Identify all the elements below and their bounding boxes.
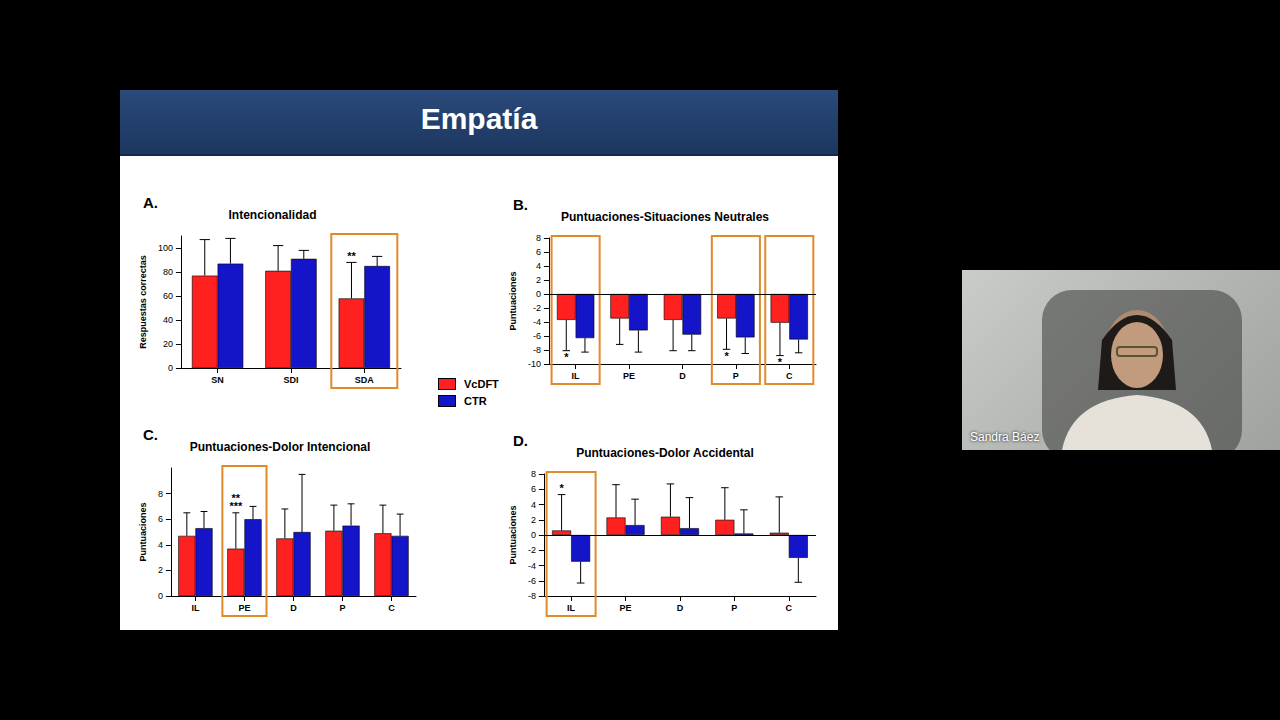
svg-text:-4: -4 xyxy=(533,317,541,327)
svg-text:D: D xyxy=(290,603,297,613)
svg-text:8: 8 xyxy=(158,489,163,499)
svg-text:D: D xyxy=(679,371,686,381)
svg-text:2: 2 xyxy=(531,515,536,525)
svg-text:100: 100 xyxy=(158,243,173,253)
svg-text:6: 6 xyxy=(531,484,536,494)
svg-text:-2: -2 xyxy=(528,545,536,555)
svg-text:P: P xyxy=(731,603,737,613)
svg-text:C: C xyxy=(388,603,395,613)
svg-text:60: 60 xyxy=(163,291,173,301)
svg-text:80: 80 xyxy=(163,267,173,277)
svg-text:Puntuaciones: Puntuaciones xyxy=(508,505,518,564)
svg-text:0: 0 xyxy=(536,289,541,299)
html-text:Empatía: Empatía xyxy=(420,102,538,135)
svg-text:4: 4 xyxy=(536,261,541,271)
html-text:Sandra Báez: Sandra Báez xyxy=(970,430,1040,444)
svg-text:8: 8 xyxy=(531,469,536,479)
svg-text:6: 6 xyxy=(158,514,163,524)
svg-text:6: 6 xyxy=(536,247,541,257)
svg-text:-6: -6 xyxy=(533,331,541,341)
svg-text:Intencionalidad: Intencionalidad xyxy=(228,208,316,222)
svg-text:SDA: SDA xyxy=(355,375,375,385)
svg-text:-6: -6 xyxy=(528,576,536,586)
svg-text:*: * xyxy=(724,350,729,362)
svg-text:Puntuaciones: Puntuaciones xyxy=(508,271,518,330)
svg-text:PE: PE xyxy=(623,371,635,381)
svg-text:D: D xyxy=(677,603,684,613)
svg-text:8: 8 xyxy=(536,233,541,243)
svg-text:0: 0 xyxy=(168,363,173,373)
svg-text:B.: B. xyxy=(513,196,528,213)
svg-text:C: C xyxy=(786,603,793,613)
svg-text:P: P xyxy=(339,603,345,613)
svg-text:20: 20 xyxy=(163,339,173,349)
svg-text:-10: -10 xyxy=(528,359,541,369)
svg-text:P: P xyxy=(733,371,739,381)
svg-text:SDI: SDI xyxy=(283,375,298,385)
svg-text:SN: SN xyxy=(211,375,224,385)
html-text:CTR: CTR xyxy=(464,394,487,407)
svg-text:C: C xyxy=(786,371,793,381)
svg-text:Puntuaciones: Puntuaciones xyxy=(138,502,148,561)
svg-text:Puntuaciones-Dolor Accidental: Puntuaciones-Dolor Accidental xyxy=(576,446,754,460)
svg-text:**: ** xyxy=(347,250,356,262)
html-text:VcDFT: VcDFT xyxy=(464,377,499,390)
svg-text:-4: -4 xyxy=(528,561,536,571)
svg-text:-8: -8 xyxy=(528,591,536,601)
svg-text:A.: A. xyxy=(143,194,158,211)
svg-text:IL: IL xyxy=(567,603,576,613)
svg-text:-2: -2 xyxy=(533,303,541,313)
svg-text:Puntuaciones-Situaciones Neutr: Puntuaciones-Situaciones Neutrales xyxy=(561,210,769,224)
svg-text:**: ** xyxy=(232,492,241,504)
svg-text:4: 4 xyxy=(531,500,536,510)
svg-text:*: * xyxy=(559,482,564,494)
svg-text:40: 40 xyxy=(163,315,173,325)
svg-text:2: 2 xyxy=(536,275,541,285)
svg-text:Puntuaciones-Dolor Intencional: Puntuaciones-Dolor Intencional xyxy=(190,440,371,454)
svg-text:*: * xyxy=(564,351,569,363)
svg-text:D.: D. xyxy=(513,432,528,449)
svg-text:IL: IL xyxy=(191,603,200,613)
svg-text:0: 0 xyxy=(158,591,163,601)
svg-text:0: 0 xyxy=(531,530,536,540)
svg-text:C.: C. xyxy=(143,426,158,443)
svg-text:PE: PE xyxy=(238,603,250,613)
svg-text:Respuestas correctas: Respuestas correctas xyxy=(138,255,148,349)
svg-text:2: 2 xyxy=(158,565,163,575)
svg-text:IL: IL xyxy=(572,371,581,381)
svg-text:*: * xyxy=(778,356,783,368)
svg-text:PE: PE xyxy=(620,603,632,613)
svg-text:-8: -8 xyxy=(533,345,541,355)
svg-text:4: 4 xyxy=(158,540,163,550)
